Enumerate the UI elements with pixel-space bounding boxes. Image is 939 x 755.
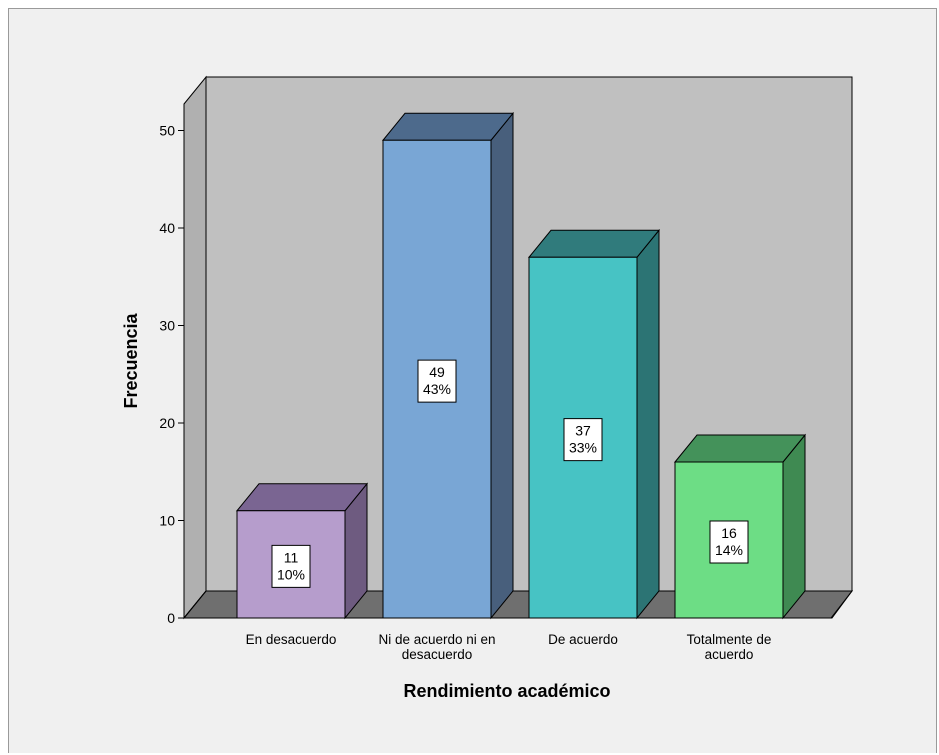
bar-top [673,434,807,463]
y-tick-label: 30 [159,318,175,334]
bar-top [235,483,369,512]
x-tick-label: Totalmente de [687,632,772,647]
data-label-box [709,520,749,564]
x-tick-label: En desacuerdo [246,632,337,647]
data-label-box [271,544,311,588]
bar-side [490,111,514,620]
x-tick-label: Ni de acuerdo ni en [378,632,495,647]
bar-side [782,433,806,620]
x-axis-labels: En desacuerdo Ni de acuerdo ni endesacuer… [246,632,772,662]
x-axis-title: Rendimiento académico [403,681,610,701]
data-label-percent: 43% [423,381,451,397]
y-tick-label: 40 [159,220,175,236]
y-tick-label: 0 [167,610,175,626]
y-axis-title: Frecuencia [121,312,141,408]
data-label-percent: 14% [715,542,743,558]
bar-top [527,229,661,258]
data-label-count: 37 [575,423,591,439]
bar-side [636,228,660,620]
data-label-count: 49 [429,364,445,380]
y-tick-label: 10 [159,513,175,529]
x-tick-label: desacuerdo [402,647,473,662]
data-label-percent: 33% [569,440,597,456]
data-label-count: 11 [284,549,299,565]
y-tick-label: 50 [159,123,175,139]
data-label-count: 16 [721,525,737,541]
data-label-percent: 10% [277,566,305,582]
data-label-box [563,418,603,462]
data-label-box [417,359,457,403]
x-tick-label: De acuerdo [548,632,618,647]
side-wall [183,75,207,620]
y-axis: 0 10 20 30 40 50 [159,104,185,626]
y-tick-label: 20 [159,415,175,431]
x-tick-label: acuerdo [705,647,754,662]
bar-top [381,112,515,141]
